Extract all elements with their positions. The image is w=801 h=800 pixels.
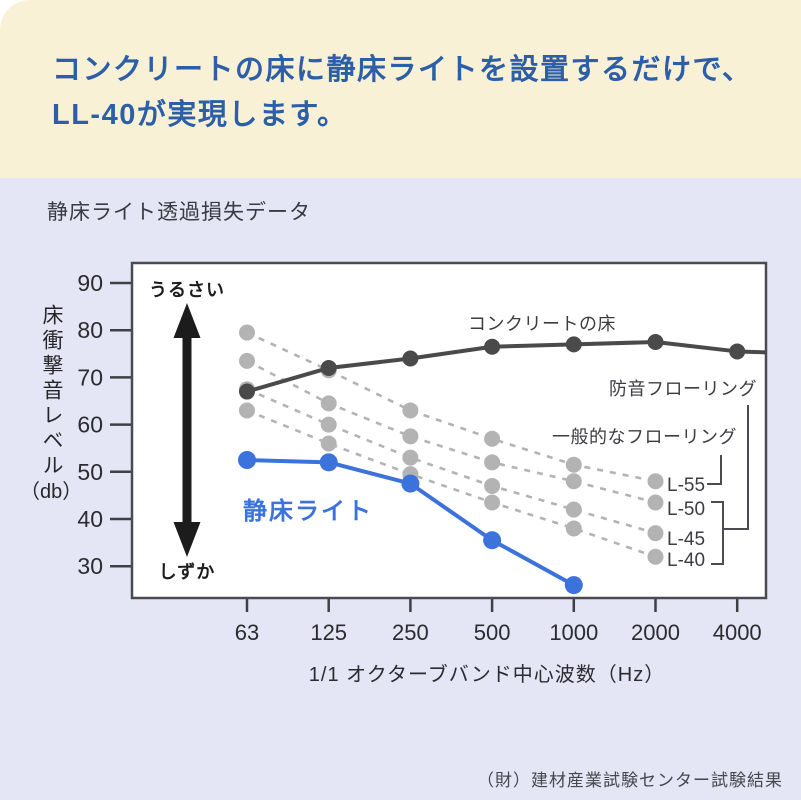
header-line-1: コンクリートの床に静床ライトを設置するだけで、 <box>52 54 753 86</box>
data-point <box>320 359 337 376</box>
series-line <box>246 340 767 394</box>
y-tick-label: 50 <box>77 459 103 485</box>
typical-flooring-label: 一般的なフローリング <box>552 427 737 447</box>
data-point <box>239 402 255 419</box>
data-point <box>484 454 501 471</box>
data-point <box>565 473 582 490</box>
loud-label: うるさい <box>149 280 225 300</box>
l-40-label: L-40 <box>667 550 705 571</box>
data-point <box>239 383 255 400</box>
x-tick-label: 2000 <box>631 620 680 645</box>
data-point <box>647 334 664 350</box>
data-point <box>238 451 256 469</box>
data-point <box>319 453 338 472</box>
data-point <box>484 477 501 494</box>
data-point <box>647 473 664 490</box>
y-tick-label: 60 <box>77 412 103 438</box>
data-point <box>402 402 419 419</box>
axis-ticks: 90 80 70 60 50 40 30 63 125 250 500 1000 2000 4000 <box>77 270 761 645</box>
data-point <box>565 336 582 353</box>
series-l-40 <box>239 402 664 565</box>
data-point <box>565 520 582 537</box>
data-point <box>402 449 419 466</box>
l-55-label: L-55 <box>667 475 705 496</box>
x-tick-label: 125 <box>310 620 347 645</box>
data-point <box>647 494 664 511</box>
source-note: （財）建材産業試験センター試験結果 <box>477 771 783 790</box>
chart-section: 静床ライト透過損失データ 床衝撃音レベル （db） 90 80 70 60 50 40 30… <box>0 178 801 800</box>
x-tick-label: 4000 <box>713 620 762 645</box>
data-point <box>320 395 337 412</box>
soundproof-flooring-label: 防音フローリング <box>609 379 757 399</box>
data-point <box>729 343 746 360</box>
data-point <box>484 338 501 355</box>
data-point <box>483 531 502 550</box>
series-l-45 <box>239 381 664 542</box>
loud-quiet-arrow-icon <box>173 303 201 557</box>
chart-svg: 90 80 70 60 50 40 30 63 125 250 500 1000 2000 4000 うる… <box>77 261 768 686</box>
legend-brackets <box>707 405 749 565</box>
data-point <box>484 430 501 447</box>
data-point <box>239 324 255 341</box>
data-point <box>320 435 337 452</box>
data-point <box>565 501 582 518</box>
product-label: 静床ライト <box>243 497 373 525</box>
y-axis-label: 床衝撃音レベル <box>40 304 63 479</box>
l-50-label: L-50 <box>667 499 705 520</box>
data-point <box>647 548 664 565</box>
data-point <box>239 352 255 369</box>
plot-area <box>132 263 766 598</box>
y-tick-label: 30 <box>77 553 103 579</box>
data-point <box>402 350 419 367</box>
x-tick-label: 500 <box>474 620 511 645</box>
series-l-55 <box>239 324 664 490</box>
y-tick-label: 90 <box>77 270 103 296</box>
x-tick-label: 63 <box>235 620 259 645</box>
data-point <box>565 456 582 473</box>
header-text: コンクリートの床に静床ライトを設置するだけで、 LL-40が実現します。 <box>52 48 752 138</box>
data-point <box>320 416 337 433</box>
series-shizuka-light <box>238 451 583 595</box>
series-line <box>246 331 656 483</box>
plot-border <box>130 261 768 600</box>
series-layer <box>238 324 767 595</box>
data-point <box>401 474 420 493</box>
series-l-50 <box>239 352 664 511</box>
y-tick-label: 70 <box>77 364 103 390</box>
header-line-2: LL-40が実現します。 <box>52 99 348 131</box>
y-tick-label: 40 <box>77 506 103 532</box>
x-tick-label: 250 <box>392 620 429 645</box>
series-line <box>246 359 656 504</box>
series-concrete-floor <box>239 334 767 400</box>
y-axis-unit: （db） <box>20 481 83 503</box>
y-tick-label: 80 <box>77 317 103 343</box>
chart-title: 静床ライト透過損失データ <box>47 201 311 224</box>
header-panel: コンクリートの床に静床ライトを設置するだけで、 LL-40が実現します。 <box>0 0 801 178</box>
x-tick-label: 1000 <box>549 620 598 645</box>
data-point <box>484 494 501 511</box>
data-point <box>402 428 419 445</box>
data-point <box>564 576 583 595</box>
concrete-floor-label: コンクリートの床 <box>468 314 616 334</box>
x-axis-title: 1/1 オクターブバンド中心波数（Hz） <box>309 662 665 686</box>
data-point <box>647 525 664 542</box>
quiet-label: しずか <box>159 562 216 582</box>
l-45-label: L-45 <box>667 529 705 550</box>
